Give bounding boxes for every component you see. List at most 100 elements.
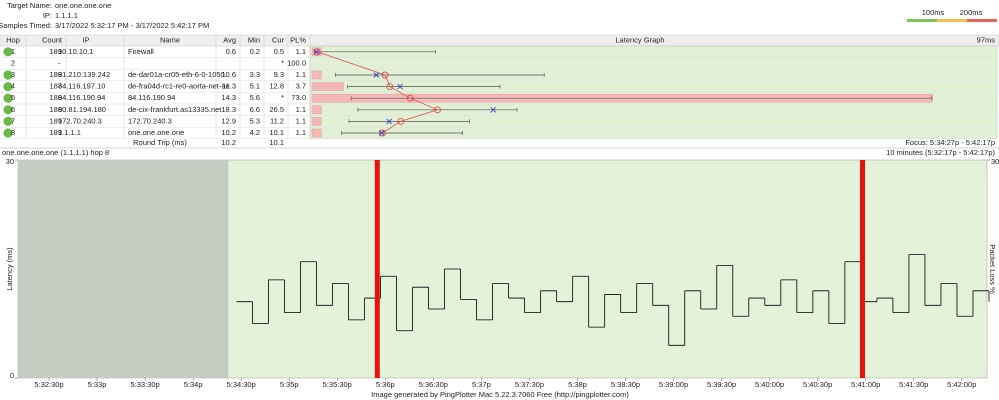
x-tick-label: 5:39:00p	[659, 380, 688, 389]
loss-bar	[311, 70, 322, 80]
packet-loss-bar	[859, 160, 865, 378]
table-cell: 1.1	[296, 47, 306, 56]
table-cell: 10.6	[221, 70, 236, 79]
table-cell: 189	[49, 93, 62, 102]
table-cell: 10.10.10.1	[58, 47, 93, 56]
x-tick-label: 5:41:00p	[851, 380, 880, 389]
hop-status	[3, 105, 13, 115]
x-tick-label: 5:40:00p	[755, 380, 784, 389]
table-cell: 4.2	[250, 128, 260, 137]
legend-label: 200ms	[960, 8, 983, 17]
legend-label: 100ms	[922, 8, 945, 17]
hop-number: 3	[11, 70, 15, 79]
column-header: Avg	[223, 35, 236, 44]
table-cell: one.one.one.one	[128, 128, 184, 137]
x-tick-label: 5:34p	[184, 380, 203, 389]
column-header: Count	[42, 35, 63, 44]
avg-marker	[406, 94, 414, 102]
table-cell: 73.0	[291, 93, 306, 102]
hop-status	[3, 70, 13, 80]
table-cell: 1.1.1.1	[58, 128, 81, 137]
hop-number: 7	[11, 116, 15, 125]
cur-marker	[373, 72, 380, 78]
column-header: Min	[248, 35, 260, 44]
ip-label: IP:	[43, 11, 52, 20]
loss-bar	[311, 128, 322, 138]
cur-marker	[378, 130, 385, 136]
column-header: Hop	[6, 35, 20, 44]
samples: 3/17/2022 5:32:17 PM - 3/17/2022 5:42:17…	[55, 21, 209, 30]
legend-swatch	[937, 19, 967, 22]
x-tick-label: 5:42:00p	[947, 380, 976, 389]
ip: 1.1.1.1	[55, 11, 78, 20]
x-tick-label: 5:34:30p	[227, 380, 256, 389]
x-tick-label: 5:37:30p	[515, 380, 544, 389]
table-cell: 189	[49, 70, 62, 79]
avg-line	[316, 51, 439, 134]
hop-status	[3, 93, 13, 103]
timeline-range: 10 minutes (5:32:17p - 5:42:17p)	[886, 148, 995, 157]
latency-riser	[251, 254, 990, 346]
x-tick-label: 5:35p	[280, 380, 299, 389]
y-axis-title: Latency (ms)	[5, 247, 14, 291]
table-cell: 189	[49, 116, 62, 125]
table-cell: 172.70.240.3	[58, 116, 102, 125]
x-tick-label: 5:36p	[376, 380, 395, 389]
column-header: IP	[82, 35, 89, 44]
timeline-title: one.one.one.one (1.1.1.1) hop 8	[2, 148, 109, 157]
hop-number: 1	[11, 47, 15, 56]
avg-marker	[386, 83, 394, 91]
hop-number: 5	[11, 93, 15, 102]
x-tick-label: 5:33p	[88, 380, 107, 389]
x-tick-label: 5:40:30p	[803, 380, 832, 389]
focus: Focus: 5:34:27p - 5:42:17p	[905, 138, 995, 147]
x-tick-label: 5:39:30p	[707, 380, 736, 389]
x-tick-label: 5:38p	[568, 380, 587, 389]
cur-marker	[313, 48, 320, 55]
column-header: Cur	[272, 35, 285, 44]
y-tick-label: 0	[10, 371, 14, 380]
table-cell: 12.9	[221, 116, 236, 125]
y-tick-label: 30	[6, 157, 14, 166]
table-cell: 189	[49, 128, 62, 137]
graph-max: 97ms	[977, 35, 996, 44]
y2-axis-title: Packet Loss %	[988, 244, 997, 294]
target-label: Target Name:	[7, 1, 52, 10]
table-cell: de-dar01a-cr05-eth-6-0-1050.	[128, 70, 227, 79]
avg-marker	[397, 117, 405, 125]
x-tick-label: 5:41:30p	[899, 380, 928, 389]
samples-label: Samples Timed:	[0, 21, 52, 30]
table-cell: 9.3	[274, 70, 284, 79]
legend-swatch	[967, 19, 997, 22]
table-cell: 0.2	[250, 47, 260, 56]
loss-bar	[311, 117, 322, 126]
x-tick-label: 5:35:30p	[323, 380, 352, 389]
hop-status	[3, 116, 13, 126]
hop-number: 4	[11, 82, 15, 91]
table-cell: 189	[49, 47, 62, 56]
loss-bar	[311, 105, 322, 115]
table-cell: 81.210.139.242	[58, 70, 110, 79]
x-tick-label: 5:37p	[472, 380, 491, 389]
table-cell: 187	[49, 82, 62, 91]
table-cell: 0.6	[226, 47, 236, 56]
table-cell: de-cix-frankfurt.as13335.net	[128, 105, 222, 114]
hop-status	[3, 47, 13, 57]
column-header: Latency Graph	[615, 35, 664, 44]
cur-marker	[397, 83, 403, 90]
round-trip-label: Round Trip (ms)	[133, 138, 187, 147]
table-cell: 26.5	[269, 105, 284, 114]
table-cell: 84.116.197.10	[58, 82, 105, 91]
hop-number: 8	[11, 128, 15, 137]
table-cell: 10.2	[221, 128, 236, 137]
avg-marker	[378, 129, 386, 137]
table-cell: 1.1	[296, 128, 306, 137]
table-cell: 5.1	[250, 82, 260, 91]
hop-number: 6	[11, 105, 15, 114]
x-tick-label: 5:38:30p	[611, 380, 640, 389]
no-data-region	[18, 160, 229, 378]
avg-marker	[433, 106, 441, 114]
table-cell: -	[58, 58, 61, 67]
table-cell: 100.0	[287, 58, 306, 67]
